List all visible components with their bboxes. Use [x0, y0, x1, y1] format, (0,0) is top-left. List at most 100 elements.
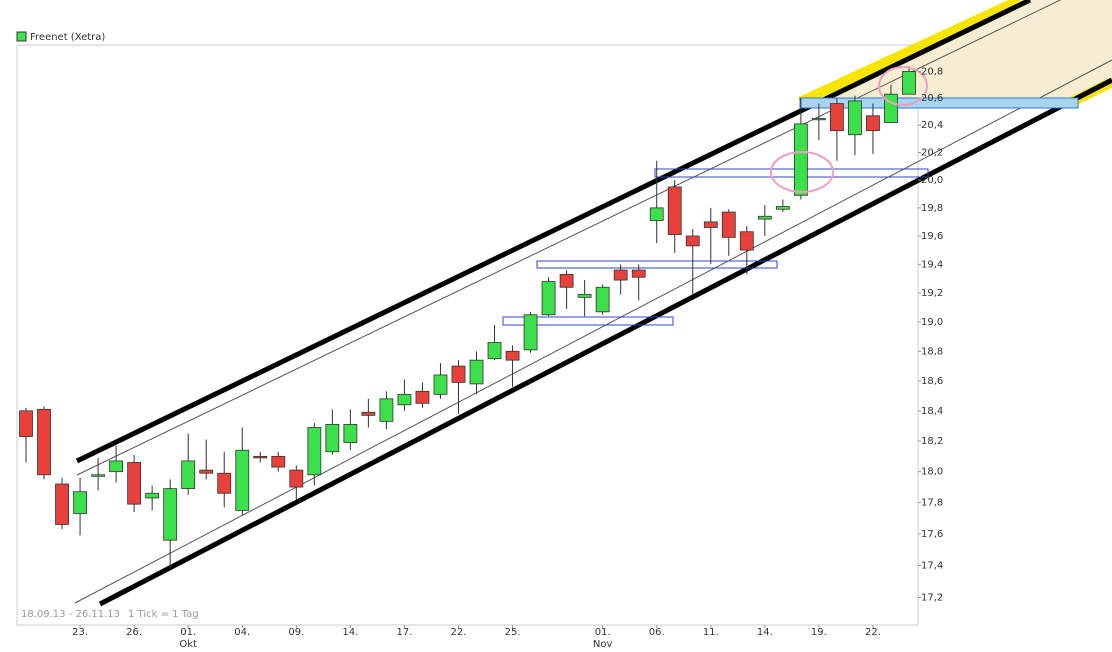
candle-body — [757, 215, 772, 220]
candle-body — [253, 455, 268, 459]
zone — [799, 97, 1079, 109]
candle-body — [703, 221, 718, 228]
candle-body — [109, 460, 124, 473]
x-tick-label: 25. — [505, 627, 521, 638]
x-tick-label: 11. — [703, 627, 719, 638]
candle-body — [19, 410, 33, 437]
x-tick-label: 26. — [126, 627, 142, 638]
candle-body — [271, 455, 286, 468]
y-tick-label: 20,0 — [921, 175, 943, 186]
y-tick-label: 17,2 — [921, 593, 943, 604]
candle-body — [721, 211, 736, 238]
tick-note: 1 Tick = 1 Tag — [128, 609, 199, 620]
y-tick-label: 19,0 — [921, 317, 943, 328]
candle-body — [217, 472, 232, 494]
candle-body — [848, 100, 862, 136]
y-tick-label: 19,4 — [921, 259, 943, 270]
candle-body — [739, 231, 754, 251]
y-tick-label: 18,8 — [921, 346, 943, 357]
legend-swatch — [16, 31, 27, 42]
candle-body — [181, 460, 196, 490]
zone — [654, 168, 929, 178]
candle-body — [649, 207, 664, 221]
candle-body — [487, 342, 502, 360]
candle-body — [775, 206, 790, 210]
candle-body — [73, 491, 87, 514]
zone — [536, 260, 778, 269]
y-tick-label: 19,2 — [921, 288, 943, 299]
candle-body — [613, 269, 628, 281]
candle-body — [433, 374, 448, 395]
candle-body — [451, 365, 466, 383]
candle-body — [199, 469, 214, 474]
candle-body — [577, 294, 592, 298]
y-tick-label: 17,6 — [921, 529, 943, 540]
candle-body — [145, 492, 160, 499]
candle-body — [830, 103, 844, 132]
candle-body — [379, 398, 394, 422]
date-range: 18.09.13 - 26.11.13 — [21, 609, 120, 620]
candle-body — [541, 281, 556, 316]
y-tick-label: 18,2 — [921, 436, 943, 447]
candle-body — [595, 286, 610, 313]
candle-body — [866, 115, 880, 132]
y-tick-label: 18,6 — [921, 376, 943, 387]
candle-body — [307, 427, 322, 476]
yellow-band — [797, 0, 1023, 107]
channel-inner — [76, 0, 1062, 476]
candle-body — [325, 424, 340, 453]
candle-body — [811, 118, 826, 121]
channel-lower — [98, 77, 1112, 607]
y-tick-label: 20,2 — [921, 148, 943, 159]
y-tick-label: 19,8 — [921, 203, 943, 214]
candle-body — [91, 474, 105, 477]
legend-label: Freenet (Xetra) — [30, 32, 105, 43]
x-tick-label: 14. — [342, 627, 358, 638]
x-tick-label: 17. — [396, 627, 412, 638]
candle-body — [523, 314, 538, 351]
channel-fill — [800, 0, 1112, 106]
candle-body — [902, 71, 916, 95]
channel-upper — [75, 0, 1032, 464]
y-tick-label: 17,4 — [921, 561, 943, 572]
x-month-label: Nov — [593, 639, 613, 650]
candle-body — [469, 359, 484, 385]
candle-body — [163, 488, 178, 541]
candle-body — [793, 123, 808, 196]
x-tick-label: 01. — [595, 627, 611, 638]
x-tick-label: 04. — [234, 627, 250, 638]
candle-body — [55, 483, 69, 525]
x-month-label: Okt — [179, 639, 197, 650]
candle-body — [667, 186, 682, 235]
y-tick-label: 19,6 — [921, 231, 943, 242]
channel-inner — [74, 59, 1112, 604]
candle-body — [343, 424, 358, 444]
candle-body — [127, 462, 142, 505]
candle-body — [397, 393, 412, 406]
x-tick-label: 09. — [288, 627, 304, 638]
highlight — [770, 151, 834, 193]
candle-body — [235, 449, 250, 511]
highlight — [878, 66, 928, 106]
candle-body — [559, 273, 574, 288]
zone — [502, 316, 674, 326]
candle-body — [631, 269, 646, 278]
x-tick-label: 06. — [649, 627, 665, 638]
candle-body — [415, 390, 430, 404]
y-tick-label: 20,4 — [921, 120, 943, 131]
candle-body — [289, 469, 304, 488]
candle-body — [361, 411, 376, 416]
plot-area — [16, 44, 919, 626]
y-tick-label: 20,6 — [921, 93, 943, 104]
y-tick-label: 17,8 — [921, 498, 943, 509]
candle-body — [884, 93, 898, 123]
candle-body — [37, 408, 51, 476]
x-tick-label: 22. — [451, 627, 467, 638]
x-tick-label: 22. — [865, 627, 881, 638]
x-tick-label: 01. — [180, 627, 196, 638]
candle-body — [505, 350, 520, 361]
candles — [19, 66, 916, 569]
x-tick-label: 14. — [757, 627, 773, 638]
x-tick-label: 19. — [811, 627, 827, 638]
